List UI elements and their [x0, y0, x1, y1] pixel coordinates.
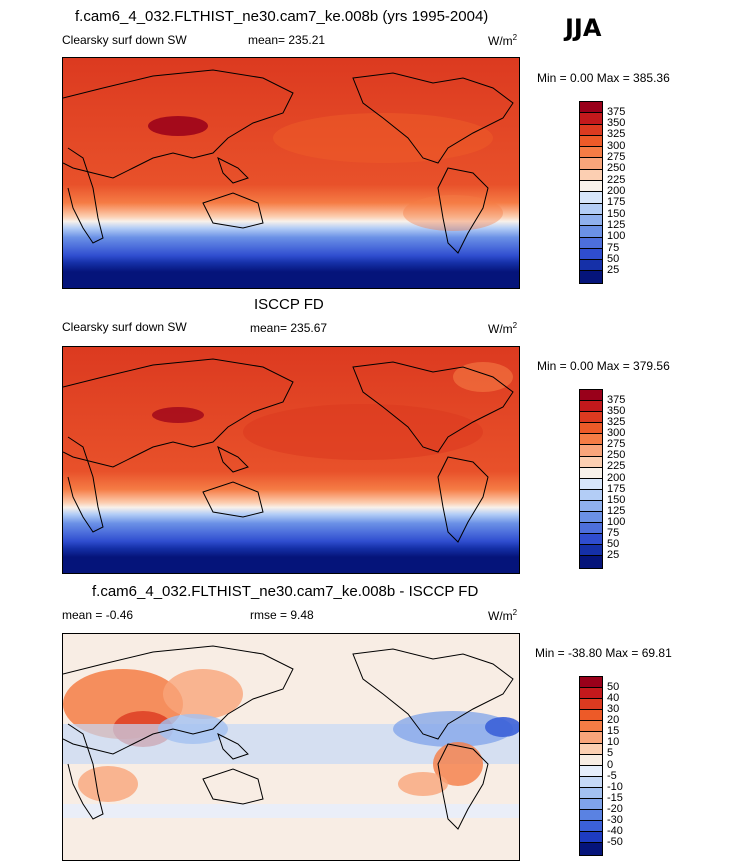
- panel1-tick: 150: [607, 208, 626, 220]
- panel2-tick: 250: [607, 449, 626, 461]
- panel3-minmax: Min = -38.80 Max = 69.81: [535, 646, 672, 660]
- panel1-tick: 275: [607, 151, 626, 163]
- panel3-rmse: rmse = 9.48: [250, 608, 314, 622]
- panel3-tick: -40: [607, 825, 623, 837]
- season-label: JJA: [565, 14, 602, 42]
- panel2-tick: 375: [607, 394, 626, 406]
- panel2-variable: Clearsky surf down SW: [62, 320, 187, 334]
- panel2-colorbar: [579, 389, 603, 569]
- panel2-tick: 300: [607, 427, 626, 439]
- panel2-units: W/m2: [488, 321, 518, 336]
- panel2-mean: mean= 235.67: [250, 321, 328, 335]
- panel1-tick: 125: [607, 219, 626, 231]
- panel3-tick: 30: [607, 703, 620, 715]
- panel3-tick: -30: [607, 814, 623, 826]
- panel2-tick: 175: [607, 483, 626, 495]
- panel3-tick: 20: [607, 714, 620, 726]
- tibet-max-region: [152, 407, 204, 423]
- panel2-coastlines: [63, 358, 514, 543]
- panel1-map: [62, 57, 520, 289]
- panel3-tick: -15: [607, 792, 623, 804]
- panel1-tick: 225: [607, 174, 626, 186]
- panel3-title: f.cam6_4_032.FLTHIST_ne30.cam7_ke.008b -…: [92, 583, 479, 600]
- panel2-minmax: Min = 0.00 Max = 379.56: [537, 359, 670, 373]
- panel2-tick: 25: [607, 549, 620, 561]
- panel3-coastlines: [63, 645, 514, 830]
- panel2-tick: 200: [607, 472, 626, 484]
- panel1-tick: 75: [607, 242, 620, 254]
- panel1-tick: 325: [607, 128, 626, 140]
- tibet-max-region: [148, 116, 208, 136]
- panel1-tick: 25: [607, 264, 620, 276]
- panel2-title: ISCCP FD: [254, 296, 324, 313]
- panel2-tick: 225: [607, 460, 626, 472]
- panel2-tick: 75: [607, 527, 620, 539]
- panel1-tick: 300: [607, 140, 626, 152]
- panel3-tick: 10: [607, 736, 620, 748]
- panel1-minmax: Min = 0.00 Max = 385.36: [537, 71, 670, 85]
- panel3-tick: -10: [607, 781, 623, 793]
- panel2-tick: 275: [607, 438, 626, 450]
- panel1-tick: 50: [607, 253, 620, 265]
- panel1-tick: 100: [607, 230, 626, 242]
- panel3-tick: -20: [607, 803, 623, 815]
- panel1-colorbar: [579, 101, 603, 284]
- panel3-tick: -5: [607, 770, 617, 782]
- panel3-tick: 5: [607, 747, 614, 759]
- panel2-tick: 100: [607, 516, 626, 528]
- panel1-coastlines: [63, 69, 514, 254]
- panel1-tick: 350: [607, 117, 626, 129]
- panel3-units: W/m2: [488, 608, 518, 623]
- panel1-tick: 250: [607, 162, 626, 174]
- panel3-tick: 15: [607, 725, 620, 737]
- panel1-units: W/m2: [488, 33, 518, 48]
- panel2-map: [62, 346, 520, 574]
- panel1-variable: Clearsky surf down SW: [62, 33, 187, 47]
- panel1-mean: mean= 235.21: [248, 33, 326, 47]
- panel3-tick: 40: [607, 692, 620, 704]
- panel3-colorbar: [579, 676, 603, 856]
- panel3-tick: -50: [607, 836, 623, 848]
- panel2-tick: 50: [607, 538, 620, 550]
- panel1-title: f.cam6_4_032.FLTHIST_ne30.cam7_ke.008b (…: [75, 8, 489, 25]
- panel1-tick: 175: [607, 196, 626, 208]
- panel3-mean: mean = -0.46: [62, 608, 134, 622]
- panel2-tick: 325: [607, 416, 626, 428]
- panel1-tick: 375: [607, 106, 626, 118]
- panel2-tick: 125: [607, 505, 626, 517]
- panel3-tick: 0: [607, 759, 614, 771]
- panel1-tick: 200: [607, 185, 626, 197]
- panel2-tick: 350: [607, 405, 626, 417]
- panel3-tick: 50: [607, 681, 620, 693]
- panel3-map: [62, 633, 520, 861]
- panel2-tick: 150: [607, 494, 626, 506]
